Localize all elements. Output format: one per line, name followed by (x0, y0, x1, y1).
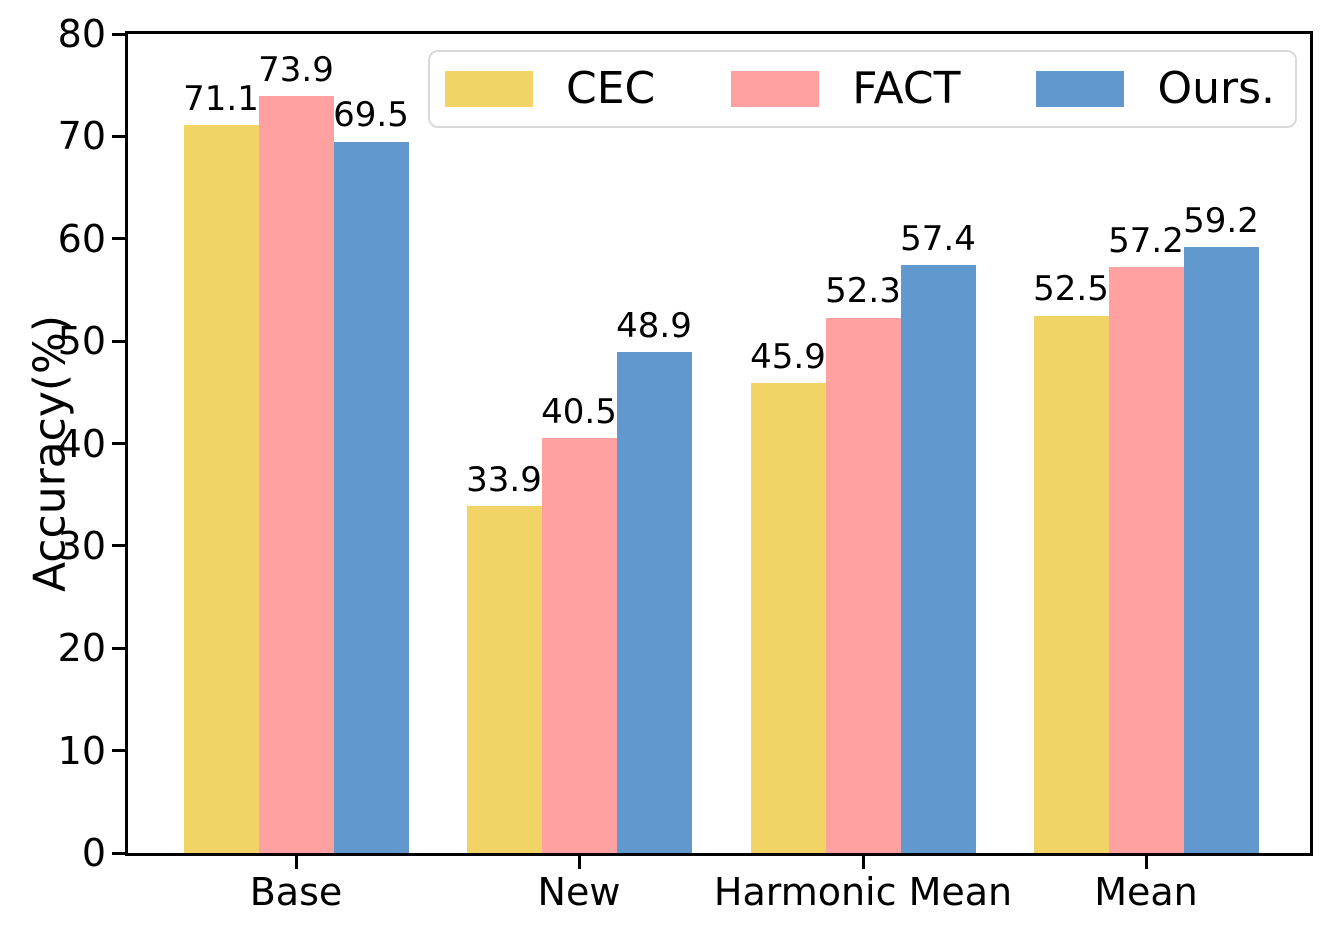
y-tick-mark (112, 237, 125, 241)
x-tick-label-mean: Mean (1094, 870, 1198, 914)
y-tick-label: 50 (57, 319, 106, 364)
bar-value-label: 73.9 (258, 50, 334, 91)
y-tick-mark (112, 646, 125, 650)
legend: CEC FACT Ours. (428, 50, 1297, 128)
y-tick-mark (112, 442, 125, 445)
y-tick-mark (112, 749, 125, 753)
plot-area: 71.1 33.9 45.9 52.5 73.9 40.5 52.3 57.2 69.5 48.9… (125, 31, 1313, 856)
bar-ours-base (333, 141, 409, 853)
y-tick-mark (112, 134, 125, 138)
ours-color-swatch (1036, 71, 1125, 107)
y-tick-label: 10 (57, 728, 106, 773)
y-tick-label: 40 (57, 421, 106, 466)
bar-ours-harmonic-mean (900, 265, 976, 853)
bar-cec-base (183, 125, 259, 853)
y-tick-mark (112, 851, 125, 855)
x-tick-label-base: Base (249, 870, 343, 914)
fact-color-swatch (731, 71, 820, 107)
x-tick-label-new: New (537, 870, 621, 914)
bar-fact-base (258, 96, 334, 853)
y-tick-label: 60 (57, 216, 106, 261)
legend-item-ours: Ours. (1036, 67, 1275, 111)
bar-value-label: 69.5 (333, 95, 409, 136)
bar-cec-new (466, 505, 542, 853)
bar-value-label: 71.1 (183, 78, 259, 119)
legend-item-fact: FACT (731, 67, 960, 111)
bar-cec-mean (1033, 315, 1109, 853)
bar-value-label: 59.2 (1183, 200, 1259, 241)
bar-ours-mean (1183, 246, 1259, 853)
y-tick-label: 30 (57, 523, 106, 568)
bar-cec-harmonic-mean (750, 383, 826, 853)
y-tick-mark (112, 32, 125, 36)
x-tick-label-harmonic-mean: Harmonic Mean (713, 870, 1013, 914)
bar-value-label: 57.4 (900, 218, 976, 259)
y-tick-label: 70 (57, 114, 106, 159)
y-tick-label: 20 (57, 626, 106, 671)
bar-value-label: 33.9 (466, 459, 542, 500)
bar-value-label: 52.3 (825, 271, 901, 312)
legend-label-fact: FACT (852, 63, 961, 114)
bar-fact-harmonic-mean (825, 317, 901, 853)
bar-value-label: 52.5 (1033, 269, 1109, 310)
x-tick-mark (577, 856, 581, 869)
y-tick-label: 80 (57, 12, 106, 56)
legend-item-cec: CEC (445, 67, 655, 111)
legend-label-ours: Ours. (1157, 63, 1275, 114)
legend-label-cec: CEC (566, 63, 656, 114)
bar-value-label: 57.2 (1108, 221, 1184, 262)
bar-value-label: 48.9 (616, 306, 692, 346)
bar-value-label: 45.9 (750, 336, 826, 377)
bar-value-label: 40.5 (541, 392, 617, 432)
bar-fact-new (541, 438, 617, 853)
y-tick-mark (112, 339, 125, 343)
x-tick-mark (1144, 856, 1148, 869)
bar-fact-mean (1108, 267, 1184, 853)
cec-color-swatch (445, 71, 533, 107)
y-tick-label: 0 (81, 831, 106, 875)
y-tick-mark (112, 544, 125, 548)
x-tick-mark (861, 856, 865, 869)
bar-ours-new (616, 352, 692, 853)
x-tick-mark (294, 856, 298, 869)
